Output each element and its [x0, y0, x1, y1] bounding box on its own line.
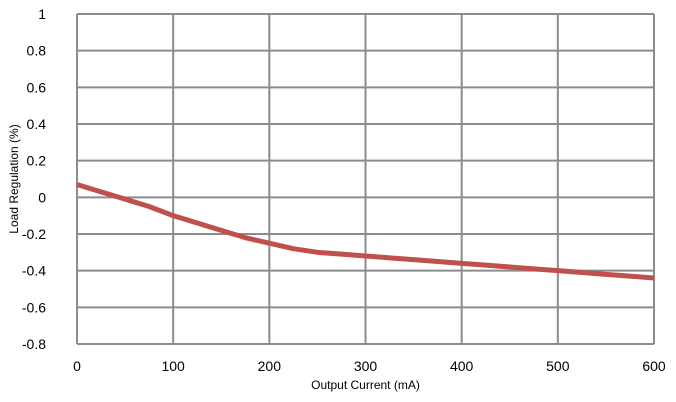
y-tick-label-0: 0	[38, 189, 46, 205]
tick-label-layer: 0 100 200 300 400 500 600 1 0.8 0.6 0.4 0.2 0 -0.2 -0.…	[22, 6, 666, 374]
y-tick-label-0_6: 0.6	[27, 79, 47, 95]
x-tick-label-0: 0	[73, 358, 81, 374]
y-tick-label-neg0_6: -0.6	[22, 299, 46, 315]
series-line-0	[76, 182, 655, 281]
x-tick-label-200: 200	[258, 358, 282, 374]
x-axis-title: Output Current (mA)	[311, 378, 420, 392]
y-tick-label-0_8: 0.8	[27, 43, 47, 59]
y-tick-label-neg0_2: -0.2	[22, 226, 46, 242]
x-tick-label-400: 400	[450, 358, 474, 374]
x-tick-label-300: 300	[354, 358, 378, 374]
x-tick-label-100: 100	[161, 358, 185, 374]
y-tick-label-0_4: 0.4	[27, 116, 47, 132]
y-tick-label-0_2: 0.2	[27, 153, 47, 169]
grid-layer	[76, 13, 655, 345]
series-layer	[76, 182, 655, 281]
y-axis-title: Load Regulation (%)	[7, 124, 21, 233]
y-tick-label-1: 1	[38, 6, 46, 22]
y-tick-label-neg0_4: -0.4	[22, 263, 46, 279]
x-tick-label-600: 600	[642, 358, 666, 374]
x-tick-label-500: 500	[546, 358, 570, 374]
y-tick-label-neg0_8: -0.8	[22, 336, 46, 352]
